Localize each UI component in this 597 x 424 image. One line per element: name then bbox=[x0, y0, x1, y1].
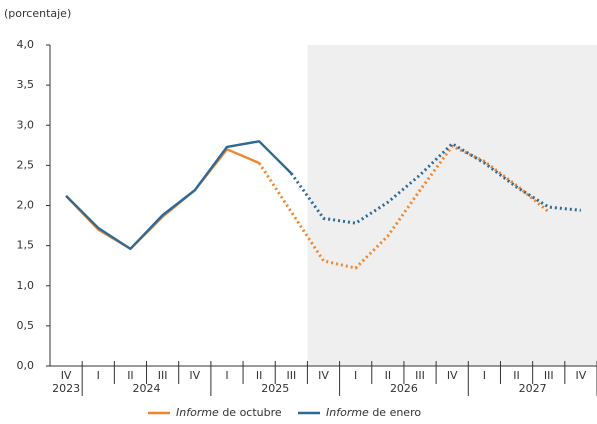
x-tick-label: I bbox=[97, 369, 100, 382]
year-label: 2026 bbox=[390, 382, 418, 395]
series-line bbox=[65, 148, 260, 251]
x-tick-label: III bbox=[544, 369, 554, 382]
x-tick-label: III bbox=[286, 369, 296, 382]
x-tick-label: I bbox=[483, 369, 486, 382]
year-label: 2024 bbox=[133, 382, 161, 395]
x-tick-label: IV bbox=[576, 369, 587, 382]
y-tick-label: 1,5 bbox=[17, 239, 35, 252]
legend-label: Informe de enero bbox=[326, 406, 421, 419]
y-tick-label: 2,0 bbox=[17, 199, 35, 212]
y-axis-label: (porcentaje) bbox=[4, 7, 71, 20]
x-tick-label: II bbox=[513, 369, 520, 382]
x-tick-label: II bbox=[385, 369, 392, 382]
legend-label-italic: Informe bbox=[176, 406, 219, 419]
forecast-shade bbox=[307, 45, 597, 366]
x-tick-label: IV bbox=[189, 369, 200, 382]
x-tick-label: II bbox=[127, 369, 134, 382]
y-tick-label: 1,0 bbox=[17, 279, 35, 292]
y-tick-label: 3,0 bbox=[17, 118, 35, 131]
legend-label-rest: de octubre bbox=[219, 406, 282, 419]
legend-label-italic: Informe bbox=[326, 406, 369, 419]
series-line-dotted bbox=[290, 142, 582, 225]
x-tick-label: IV bbox=[447, 369, 458, 382]
year-label: 2027 bbox=[519, 382, 547, 395]
series-line bbox=[65, 140, 293, 251]
x-tick-label: III bbox=[158, 369, 168, 382]
y-tick-label: 0,5 bbox=[17, 319, 35, 332]
year-label: 2025 bbox=[261, 382, 289, 395]
legend-label: Informe de octubre bbox=[176, 406, 282, 419]
x-tick-label: IV bbox=[318, 369, 329, 382]
y-tick-label: 0,0 bbox=[17, 359, 35, 372]
y-tick-label: 3,5 bbox=[17, 78, 35, 91]
legend-label-rest: de enero bbox=[369, 406, 422, 419]
year-label: 2023 bbox=[52, 382, 80, 395]
x-tick-label: II bbox=[256, 369, 263, 382]
series-line-dotted bbox=[257, 144, 550, 270]
x-tick-label: I bbox=[225, 369, 228, 382]
y-tick-label: 4,0 bbox=[17, 38, 35, 51]
x-tick-label: III bbox=[415, 369, 425, 382]
y-tick-label: 2,5 bbox=[17, 158, 35, 171]
x-tick-label: I bbox=[354, 369, 357, 382]
x-tick-label: IV bbox=[61, 369, 72, 382]
